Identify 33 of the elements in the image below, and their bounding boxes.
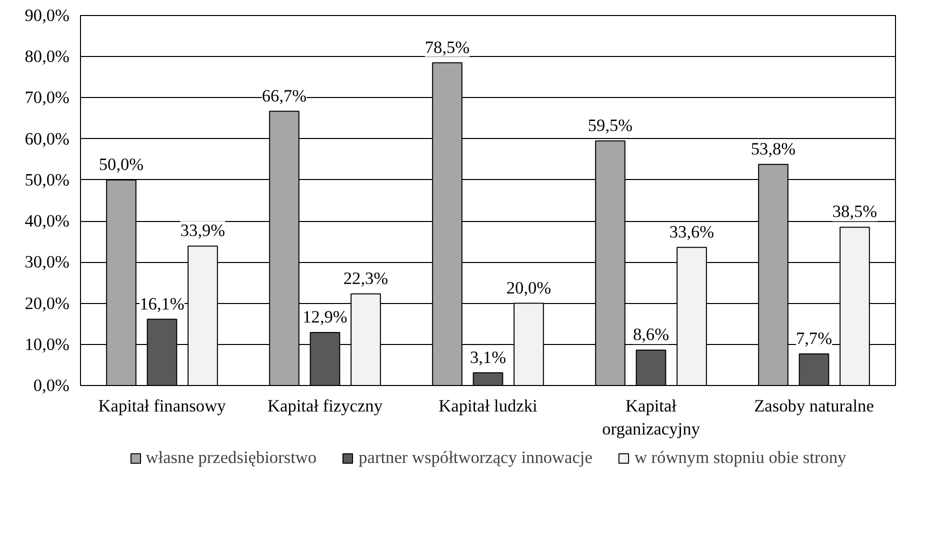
x-tick-label: Kapitał finansowy [98, 396, 226, 416]
data-label: 20,0% [506, 278, 552, 298]
data-label: 33,9% [180, 221, 226, 240]
x-tick-label: Kapitał organizacyjny [602, 396, 700, 438]
y-tick-label: 50,0% [24, 170, 70, 190]
y-tick-label: 0,0% [33, 376, 70, 395]
data-label: 38,5% [832, 202, 878, 222]
y-tick-label: 60,0% [24, 129, 70, 148]
data-label: 50,0% [98, 154, 144, 174]
data-label: 78,5% [424, 38, 470, 57]
y-tick-label: 30,0% [24, 252, 70, 272]
data-label: 7,7% [796, 328, 832, 348]
x-tick-label: Kapitał fizyczny [268, 396, 383, 416]
y-tick-label: 90,0% [24, 6, 70, 25]
legend-label: w równym stopniu obie strony [634, 448, 846, 468]
data-label: 3,1% [470, 348, 506, 367]
data-label: 66,7% [262, 86, 307, 106]
data-label: 53,8% [750, 139, 796, 158]
legend-label: partner współtworzący innowacje [358, 448, 592, 468]
data-label: 33,6% [669, 222, 714, 242]
x-tick-label: Zasoby naturalne [754, 396, 874, 416]
y-tick-label: 70,0% [24, 88, 70, 108]
data-label: 12,9% [302, 307, 348, 326]
y-tick-label: 40,0% [24, 212, 70, 231]
legend-label: własne przedsiębiorstwo [146, 448, 317, 468]
data-label: 8,6% [632, 325, 670, 344]
x-tick-label: Kapitał ludzki [438, 396, 538, 416]
y-tick-label: 20,0% [24, 294, 70, 313]
data-label: 59,5% [588, 116, 633, 135]
y-tick-label: 80,0% [24, 47, 70, 66]
data-label: 16,1% [140, 294, 184, 314]
y-tick-label: 10,0% [24, 334, 70, 354]
data-label: 22,3% [343, 268, 388, 288]
